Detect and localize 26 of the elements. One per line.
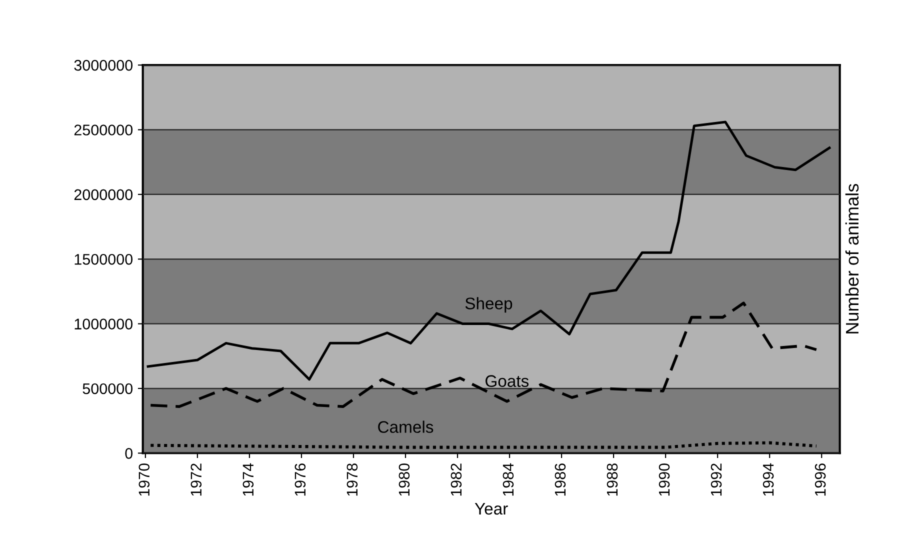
y-tick-label: 2000000	[74, 189, 133, 200]
x-axis-title: Year	[474, 503, 508, 515]
x-tick-label: 1970	[138, 463, 150, 496]
x-tick-label: 1996	[814, 464, 826, 496]
y-axis-title: Number of animals	[845, 184, 859, 334]
x-tick-label: 1982	[450, 464, 462, 496]
x-tick-label: 1990	[658, 463, 670, 496]
series-label: Camels	[378, 420, 434, 433]
series-label: Sheep	[465, 297, 512, 313]
x-tick-label: 1988	[606, 464, 618, 496]
x-tick-label: 1980	[398, 463, 410, 496]
x-tick-label: 1974	[242, 463, 254, 496]
y-tick-label: 1500000	[74, 254, 133, 265]
x-tick-label: 1984	[502, 463, 514, 496]
y-tick-label: 0	[125, 448, 133, 459]
series-label: Goats	[486, 375, 529, 387]
y-tick-label: 500000	[82, 383, 133, 394]
x-tick-label: 1972	[190, 464, 202, 496]
x-tick-label: 1976	[294, 464, 306, 496]
x-tick-label: 1986	[554, 464, 566, 496]
y-tick-label: 1000000	[74, 318, 133, 330]
x-tick-label: 1992	[710, 464, 722, 496]
x-tick-label: 1978	[346, 464, 358, 496]
x-tick-label: 1994	[762, 463, 774, 496]
y-tick-label: 2500000	[74, 124, 133, 136]
y-tick-label: 3000000	[74, 60, 133, 71]
